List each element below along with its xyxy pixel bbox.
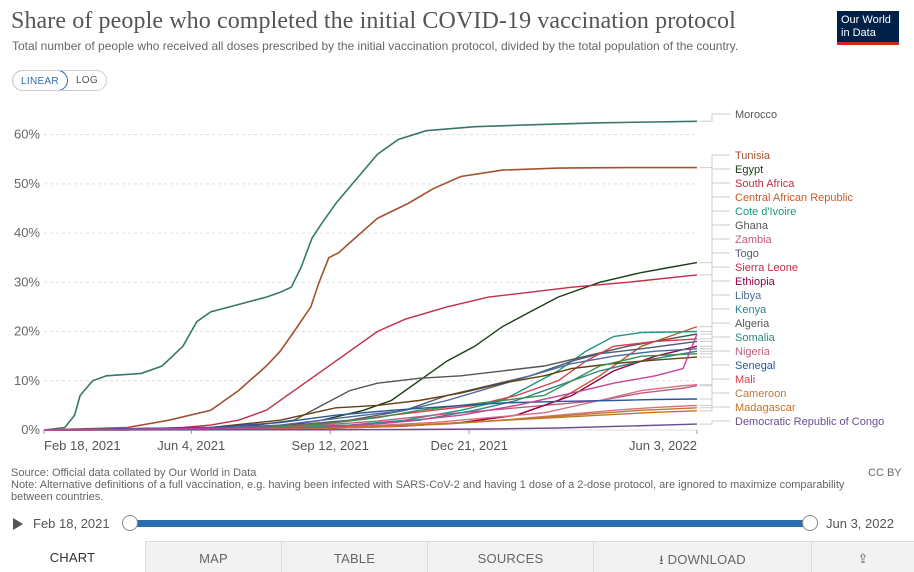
chart-subtitle: Total number of people who received all … (12, 39, 739, 53)
logo-line1: Our World (841, 14, 891, 26)
play-icon[interactable] (13, 518, 23, 530)
timeline-end-label: Jun 3, 2022 (826, 516, 894, 531)
x-tick-label: Jun 4, 2021 (157, 438, 225, 453)
label-connector (700, 252, 730, 342)
label-connector (700, 364, 730, 400)
series-line-unlabeled[interactable] (43, 333, 698, 431)
tab-bar: CHART MAP TABLE SOURCES ⭳ DOWNLOAD ⇪ (0, 541, 914, 572)
series-line-south-africa[interactable] (44, 274, 698, 431)
tab-table[interactable]: TABLE (282, 542, 428, 572)
label-connector (700, 224, 730, 335)
series-line-madagascar[interactable] (43, 410, 698, 431)
series-label-central-african-republic[interactable]: Central African Republic (735, 192, 854, 204)
label-connector (700, 266, 730, 340)
series-label-togo[interactable]: Togo (735, 248, 759, 260)
y-tick-label: 0% (21, 422, 40, 437)
y-tick-label: 40% (14, 225, 40, 240)
series-label-mali[interactable]: Mali (735, 374, 755, 386)
series-label-madagascar[interactable]: Madagascar (735, 402, 796, 414)
series-label-nigeria[interactable]: Nigeria (735, 346, 771, 358)
series-label-democratic-republic-of-congo[interactable]: Democratic Republic of Congo (735, 416, 884, 428)
y-tick-label: 50% (14, 176, 40, 191)
label-connector (700, 196, 730, 328)
log-scale-button[interactable]: LOG (75, 75, 98, 86)
series-line-ghana[interactable] (43, 333, 698, 431)
y-tick-label: 30% (14, 274, 40, 289)
owid-logo[interactable]: Our World in Data (837, 11, 899, 45)
label-connector (700, 336, 730, 355)
series-line-democratic-republic-of-congo[interactable] (43, 423, 698, 431)
label-connector (700, 322, 730, 358)
note-text: Note: Alternative definitions of a full … (11, 479, 845, 503)
scale-toggle: LINEAR LOG (12, 70, 107, 91)
label-connector (700, 350, 730, 386)
tab-map[interactable]: MAP (146, 542, 282, 572)
label-connector (700, 154, 730, 169)
y-tick-label: 60% (14, 127, 40, 142)
x-tick-label: Feb 18, 2021 (44, 438, 121, 453)
label-connector (700, 392, 730, 409)
label-connector (700, 420, 730, 425)
series-label-tunisia[interactable]: Tunisia (735, 150, 771, 162)
series-label-cote-d-ivoire[interactable]: Cote d'Ivoire (735, 206, 796, 218)
series-label-somalia[interactable]: Somalia (735, 332, 776, 344)
label-connector (700, 378, 730, 406)
series-label-senegal[interactable]: Senegal (735, 360, 775, 372)
license-link[interactable]: CC BY (868, 467, 902, 479)
tab-download[interactable]: ⭳ DOWNLOAD (594, 542, 812, 572)
series-label-south-africa[interactable]: South Africa (735, 178, 795, 190)
y-tick-label: 10% (14, 373, 40, 388)
share-icon[interactable]: ⇪ (857, 551, 869, 566)
timeline: Feb 18, 2021 Jun 3, 2022 (0, 512, 914, 536)
label-connector (700, 294, 730, 350)
linear-scale-button[interactable]: LINEAR (12, 71, 68, 90)
line-chart: 0% 10% 20% 30% 40% 50% 60% Feb 18, 2021 Jun 4, … (14, 109, 884, 453)
series-line-libya[interactable] (43, 348, 698, 431)
tab-chart[interactable]: CHART (0, 541, 146, 572)
source-text: Source: Official data collated by Our Wo… (11, 467, 257, 479)
timeline-start-handle[interactable] (122, 515, 138, 531)
series-label-cameroon[interactable]: Cameroon (735, 388, 786, 400)
series-line-senegal[interactable] (43, 398, 698, 431)
series-label-egypt[interactable]: Egypt (735, 164, 763, 176)
label-connector (700, 308, 730, 352)
series-label-sierra-leone[interactable]: Sierra Leone (735, 262, 798, 274)
series-line-algeria[interactable] (43, 356, 698, 431)
label-connector (700, 406, 730, 412)
series-line-morocco[interactable] (43, 120, 698, 431)
timeline-end-handle[interactable] (802, 515, 818, 531)
timeline-track[interactable] (130, 520, 810, 527)
series-line-egypt[interactable] (43, 261, 698, 431)
label-connector (700, 113, 730, 122)
x-tick-label: Dec 21, 2021 (430, 438, 507, 453)
logo-line2: in Data (841, 27, 876, 39)
timeline-start-label: Feb 18, 2021 (33, 516, 110, 531)
series-label-morocco[interactable]: Morocco (735, 109, 777, 121)
series-label-ghana[interactable]: Ghana (735, 220, 769, 232)
series-line-cote-d-ivoire[interactable] (43, 330, 698, 431)
chart-title: Share of people who completed the initia… (11, 8, 736, 34)
x-tick-label: Jun 3, 2022 (629, 438, 697, 453)
x-tick-label: Sep 12, 2021 (292, 438, 369, 453)
series-line-somalia[interactable] (43, 353, 698, 431)
y-tick-label: 20% (14, 324, 40, 339)
series-label-zambia[interactable]: Zambia (735, 234, 773, 246)
tab-sources[interactable]: SOURCES (428, 542, 594, 572)
source-note: Source: Official data collated by Our Wo… (11, 467, 871, 503)
label-connector (700, 238, 730, 387)
series-label-ethiopia[interactable]: Ethiopia (735, 276, 776, 288)
label-connector (700, 210, 730, 332)
series-line-tunisia[interactable] (43, 166, 697, 431)
series-label-libya[interactable]: Libya (735, 290, 762, 302)
series-label-kenya[interactable]: Kenya (735, 304, 767, 316)
series-label-algeria[interactable]: Algeria (735, 318, 770, 330)
